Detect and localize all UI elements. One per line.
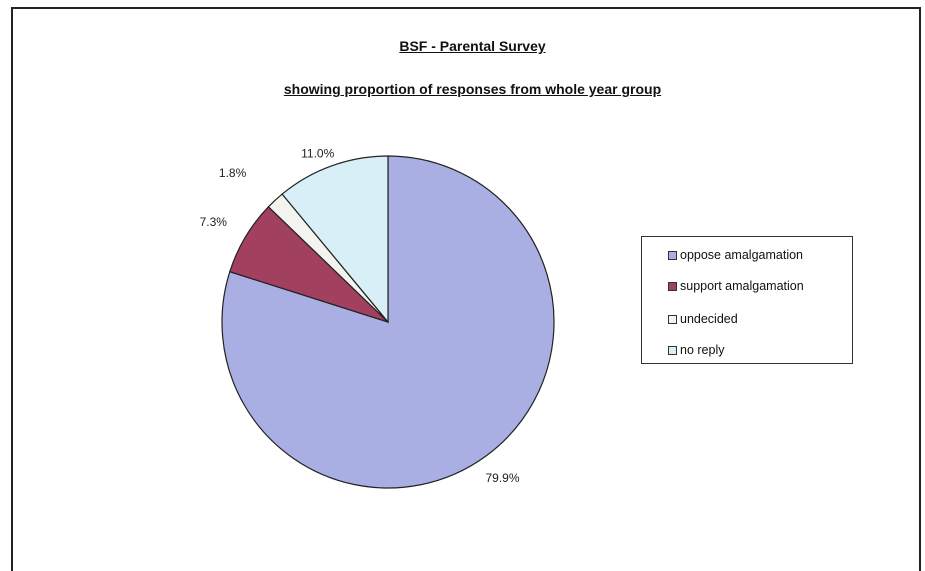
data-label-oppose: 79.9% xyxy=(485,471,519,485)
data-label-undecided: 1.8% xyxy=(219,166,247,180)
chart-title: BSF - Parental Survey xyxy=(399,38,546,54)
legend-item-support: support amalgamation xyxy=(668,279,804,293)
legend-item-oppose: oppose amalgamation xyxy=(668,248,803,262)
chart-subtitle: showing proportion of responses from who… xyxy=(283,81,662,97)
legend-label-support: support amalgamation xyxy=(680,279,804,293)
chart-frame xyxy=(11,7,921,571)
legend-item-no-reply: no reply xyxy=(668,343,724,357)
legend-swatch-undecided xyxy=(668,314,677,324)
legend-swatch-support xyxy=(668,281,677,291)
legend-swatch-no-reply xyxy=(668,345,677,355)
legend-item-undecided: undecided xyxy=(668,312,738,326)
pie-slice-no-reply xyxy=(281,155,389,324)
legend-swatch-oppose xyxy=(668,250,677,260)
data-label-support: 7.3% xyxy=(200,215,228,229)
data-label-no-reply: 11.0% xyxy=(301,147,334,161)
legend: oppose amalgamation support amalgamation… xyxy=(641,236,853,364)
pie-slice-oppose xyxy=(221,155,555,489)
legend-label-no-reply: no reply xyxy=(680,343,725,357)
legend-label-undecided: undecided xyxy=(680,312,738,326)
legend-label-oppose: oppose amalgamation xyxy=(680,248,803,262)
